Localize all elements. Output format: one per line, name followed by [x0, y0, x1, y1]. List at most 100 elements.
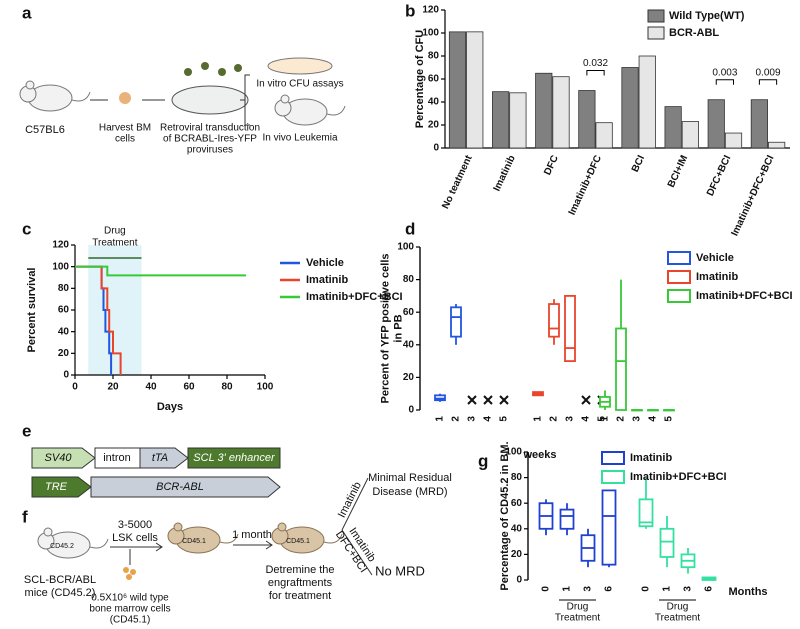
- x-tick-label: 1: [600, 416, 611, 422]
- y-tick-label: 80: [511, 472, 523, 483]
- x-tick-label: 2: [451, 416, 462, 422]
- box: [548, 303, 560, 338]
- legend-label: Imatinib+DFC+BCI: [630, 471, 727, 483]
- label: BCR-ABL: [156, 481, 204, 493]
- legend-swatch: [667, 251, 691, 265]
- label: In vitro CFU assays: [256, 79, 343, 90]
- x-tick-label: 1: [562, 586, 573, 592]
- y-tick-label: 80: [403, 274, 415, 285]
- y-tick-label: 40: [428, 97, 440, 108]
- p-value: 0.032: [583, 58, 608, 69]
- y-tick-label: 100: [422, 28, 439, 39]
- x-tick-label: 3: [565, 416, 576, 422]
- gene-element: [31, 476, 92, 498]
- x-tick-label: No teatment: [440, 153, 475, 211]
- survival-line: [75, 265, 246, 277]
- label: SCL-BCR/ABL: [24, 574, 96, 586]
- legend-label: BCR-ABL: [669, 27, 719, 39]
- label: SV40: [45, 452, 73, 464]
- y-tick-label: 100: [52, 261, 69, 272]
- y-tick-label: 20: [58, 348, 70, 359]
- dead-marker: [499, 395, 509, 405]
- label: 1 month: [232, 529, 272, 541]
- label: Detremine the: [265, 564, 334, 576]
- y-tick-label: 40: [511, 523, 523, 534]
- y-tick-label: 40: [58, 326, 70, 337]
- label: SCL 3' enhancer: [193, 452, 276, 464]
- y-tick-label: 60: [58, 305, 70, 316]
- label: 3-5000: [118, 519, 152, 531]
- bar: [595, 122, 613, 149]
- y-tick-label: 20: [403, 372, 415, 383]
- bar: [621, 67, 639, 149]
- cells-icon: [119, 92, 131, 104]
- mouse-icon: [19, 80, 91, 112]
- dish-icon: [171, 85, 249, 115]
- bar: [552, 76, 570, 149]
- x-tick-label: 4: [483, 416, 494, 422]
- x-tick-label: DFC+BCI: [705, 154, 733, 198]
- bracket: [240, 74, 250, 126]
- x-tick-label: 60: [183, 382, 195, 393]
- branch: [341, 477, 373, 576]
- dead-marker: [581, 395, 591, 405]
- label: Retroviral transduction: [160, 123, 260, 134]
- bar: [509, 92, 527, 149]
- label: LSK cells: [112, 532, 158, 544]
- bar: [466, 31, 484, 149]
- panel-letter: b: [405, 1, 415, 20]
- legend-label: Imatinib: [630, 452, 672, 464]
- panel-letter: d: [405, 219, 415, 238]
- label: engraftments: [268, 577, 333, 589]
- y-tick-label: 60: [403, 307, 415, 318]
- x-tick-label: 6: [604, 586, 615, 592]
- panel-letter: g: [478, 451, 488, 470]
- legend-label: Imatinib+DFC+BCI: [306, 291, 403, 303]
- x-tick-label: 3: [583, 586, 594, 592]
- x-tick-label: 4: [581, 416, 592, 422]
- label: tTA: [152, 452, 168, 464]
- legend-swatch: [601, 451, 625, 465]
- panel-letter: c: [22, 219, 31, 238]
- panel-f: f CD45.2 SCL-BCR/ABL mice (CD45.2) 3-500…: [22, 472, 452, 626]
- x-tick-label: Imatinib+DFC+BCI: [729, 154, 776, 238]
- label: CD45.2: [50, 543, 74, 550]
- box: [638, 498, 654, 528]
- y-tick-label: 0: [516, 575, 522, 586]
- x-tick-label: 2: [616, 416, 627, 422]
- x-tick-label: 100: [257, 382, 274, 393]
- legend-label: Imatinib: [696, 271, 738, 283]
- significance-bracket: [715, 79, 735, 85]
- virus-icons: [184, 62, 242, 76]
- bar: [535, 72, 553, 149]
- label: (CD45.1): [110, 615, 151, 626]
- label: CD45.1: [182, 538, 206, 545]
- y-tick-label: 20: [428, 120, 440, 131]
- arrow: [233, 540, 273, 550]
- y-tick-label: 120: [52, 240, 69, 251]
- x-axis-label: weeks: [522, 449, 556, 461]
- x-tick-label: 3: [683, 586, 694, 592]
- box: [559, 508, 575, 530]
- x-tick-label: 3: [467, 416, 478, 422]
- label: proviruses: [187, 145, 233, 156]
- x-tick-label: 3: [632, 416, 643, 422]
- bar: [724, 132, 743, 149]
- bar: [638, 55, 656, 149]
- panel-a: a C57BL6 Harvest BM cells Retroviral tra…: [19, 3, 346, 156]
- panel-letter: f: [22, 507, 28, 526]
- y-tick-label: 120: [422, 5, 439, 16]
- label: C57BL6: [25, 124, 65, 136]
- gene-element: [90, 476, 281, 498]
- bar: [448, 31, 467, 149]
- y-axis-label: Percentage of CFU: [414, 30, 426, 128]
- x-tick-label: 4: [648, 416, 659, 422]
- bar: [664, 106, 682, 149]
- y-axis-label: Percent of YFP positive cells: [379, 254, 391, 404]
- box: [659, 527, 675, 558]
- y-tick-label: 0: [63, 370, 69, 381]
- annotation: Drug: [104, 226, 126, 237]
- p-value: 0.003: [712, 67, 737, 78]
- x-axis-label: Days: [157, 401, 183, 413]
- x-tick-label: 0: [72, 382, 78, 393]
